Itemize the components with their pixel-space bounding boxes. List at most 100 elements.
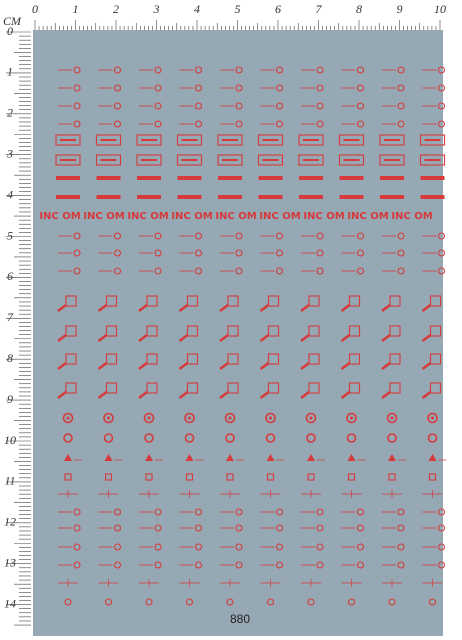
ruler-label: 6 <box>275 2 281 16</box>
decal <box>225 433 235 443</box>
decal <box>219 391 229 399</box>
ruler-label: 7 <box>7 310 14 324</box>
decal <box>55 154 81 166</box>
decal <box>275 267 284 275</box>
decal <box>146 382 158 394</box>
decal <box>275 561 284 569</box>
decal <box>154 524 162 532</box>
decal <box>386 412 398 424</box>
ruler-label: 14 <box>4 596 16 610</box>
decal <box>427 412 438 424</box>
decal <box>235 561 243 569</box>
decal <box>356 66 365 74</box>
decal <box>235 524 243 532</box>
decal <box>356 543 365 551</box>
decal <box>194 508 203 516</box>
decal <box>138 362 148 370</box>
decal <box>381 334 391 342</box>
ruler-label: 12 <box>4 515 16 529</box>
logo-text: INC OM <box>127 211 168 222</box>
ruler-label: 6 <box>7 269 13 283</box>
decal <box>73 249 81 257</box>
ruler-label: 10 <box>4 433 16 447</box>
decal <box>266 598 275 606</box>
decal <box>113 232 122 240</box>
logo-text: INC OM <box>83 211 124 222</box>
decal <box>316 102 324 110</box>
decal <box>138 304 148 312</box>
decal <box>145 454 153 461</box>
decal <box>218 195 242 199</box>
decal <box>397 84 405 92</box>
decal <box>381 391 391 399</box>
decal <box>219 334 229 342</box>
decal <box>66 416 70 420</box>
decal <box>73 267 81 275</box>
decal <box>64 454 72 461</box>
sheet-number: 880 <box>230 612 250 626</box>
decal <box>275 524 284 532</box>
ruler-label: 9 <box>7 392 13 406</box>
decal <box>437 543 446 551</box>
decal <box>235 102 243 110</box>
decal <box>259 334 270 342</box>
decal <box>113 508 122 516</box>
decal <box>397 120 405 128</box>
decal <box>356 84 365 92</box>
decal <box>265 412 276 424</box>
decal <box>188 416 191 420</box>
ruler-label: 4 <box>7 187 13 201</box>
decal <box>259 391 270 399</box>
decal <box>176 134 203 146</box>
decal <box>107 416 110 420</box>
decal <box>389 353 401 365</box>
decal <box>389 295 401 307</box>
ruler-label: 1 <box>73 2 79 16</box>
decal <box>316 249 324 257</box>
decal <box>308 325 320 337</box>
decal <box>194 120 203 128</box>
decal <box>437 232 446 240</box>
decal <box>316 524 324 532</box>
decal <box>258 176 283 180</box>
decal <box>429 295 442 307</box>
decal <box>105 325 118 337</box>
decal <box>56 176 80 180</box>
decal <box>138 334 148 342</box>
decal <box>340 362 351 370</box>
decal <box>73 84 81 92</box>
ruler-label: 2 <box>113 2 119 16</box>
decal <box>105 295 118 307</box>
decal <box>104 473 113 481</box>
decal <box>305 412 317 424</box>
decal <box>381 362 391 370</box>
decal <box>275 102 284 110</box>
decal <box>186 353 199 365</box>
decal <box>346 433 357 443</box>
decal <box>388 473 396 481</box>
decal <box>113 524 122 532</box>
decal <box>381 304 391 312</box>
ruler-label: 0 <box>7 24 13 38</box>
ruler-label: 2 <box>7 106 13 120</box>
decal <box>185 454 194 461</box>
decal <box>146 295 158 307</box>
decal <box>421 334 432 342</box>
ruler-label: 5 <box>235 2 241 16</box>
decal <box>219 304 229 312</box>
decal <box>421 362 432 370</box>
decal <box>177 195 202 199</box>
decal <box>186 382 199 394</box>
logo-text: INC OM <box>303 211 344 222</box>
ruler-label: 11 <box>4 474 15 488</box>
decal <box>300 362 310 370</box>
decal <box>64 473 72 481</box>
decal <box>275 66 284 74</box>
decal <box>194 66 203 74</box>
decal <box>316 232 324 240</box>
decal <box>419 134 446 146</box>
decal <box>300 391 310 399</box>
decal <box>95 154 122 166</box>
decal <box>113 66 122 74</box>
